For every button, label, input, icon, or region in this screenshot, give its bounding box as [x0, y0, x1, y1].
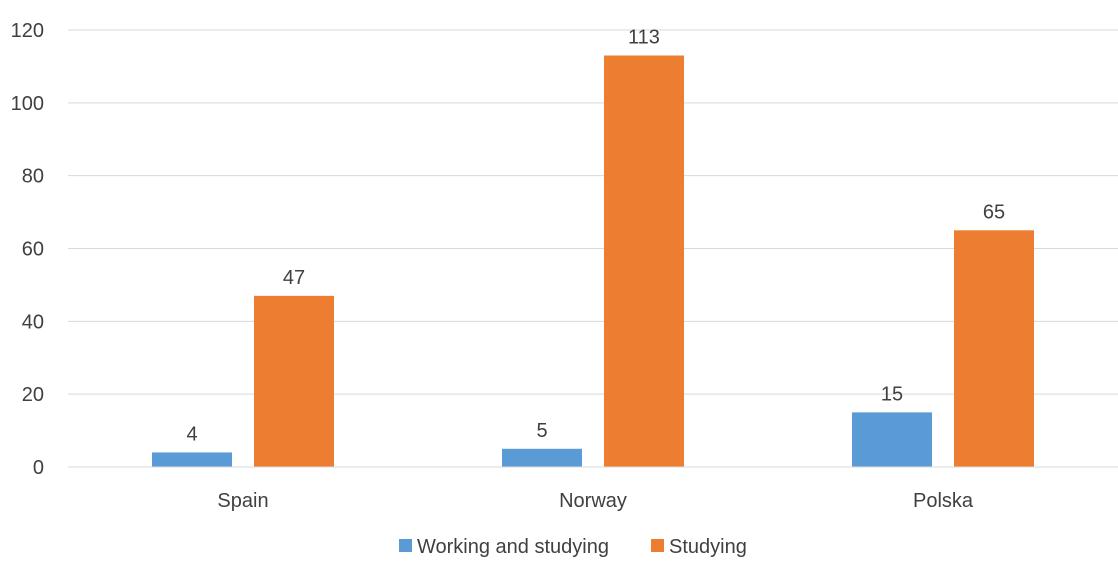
legend: Working and studying Studying	[399, 536, 747, 558]
data-label: 15	[881, 383, 903, 405]
legend-label: Working and studying	[417, 536, 609, 558]
data-label: 65	[983, 201, 1005, 223]
data-label: 113	[628, 26, 660, 48]
y-tick-label: 120	[11, 20, 44, 42]
bar-working-and-studying-norway	[502, 448, 582, 467]
gridlines	[68, 29, 1118, 395]
legend-label: Studying	[669, 536, 747, 558]
bar-working-and-studying-polska	[852, 412, 932, 467]
bars	[152, 55, 1034, 467]
y-axis-tick-labels: 0 20 40 60 80 100 120	[11, 20, 44, 479]
legend-swatch	[651, 539, 664, 552]
data-label: 47	[283, 267, 305, 289]
y-tick-label: 0	[33, 457, 44, 479]
bar-studying-polska	[954, 230, 1034, 467]
y-tick-label: 40	[22, 311, 44, 333]
x-axis-tick-labels: Spain Norway Polska	[217, 490, 973, 512]
bar-working-and-studying-spain	[152, 452, 232, 467]
data-label: 4	[186, 423, 197, 445]
y-tick-label: 100	[11, 93, 44, 115]
x-tick-label: Norway	[559, 490, 627, 512]
data-labels: 4 47 5 113 15 65	[186, 26, 1005, 445]
y-tick-label: 60	[22, 239, 44, 261]
y-tick-label: 80	[22, 166, 44, 188]
data-label: 5	[536, 420, 547, 442]
bar-studying-spain	[254, 295, 334, 467]
legend-swatch	[399, 539, 412, 552]
x-tick-label: Polska	[913, 490, 974, 512]
x-tick-label: Spain	[217, 490, 268, 512]
bar-studying-norway	[604, 55, 684, 467]
y-tick-label: 20	[22, 384, 44, 406]
